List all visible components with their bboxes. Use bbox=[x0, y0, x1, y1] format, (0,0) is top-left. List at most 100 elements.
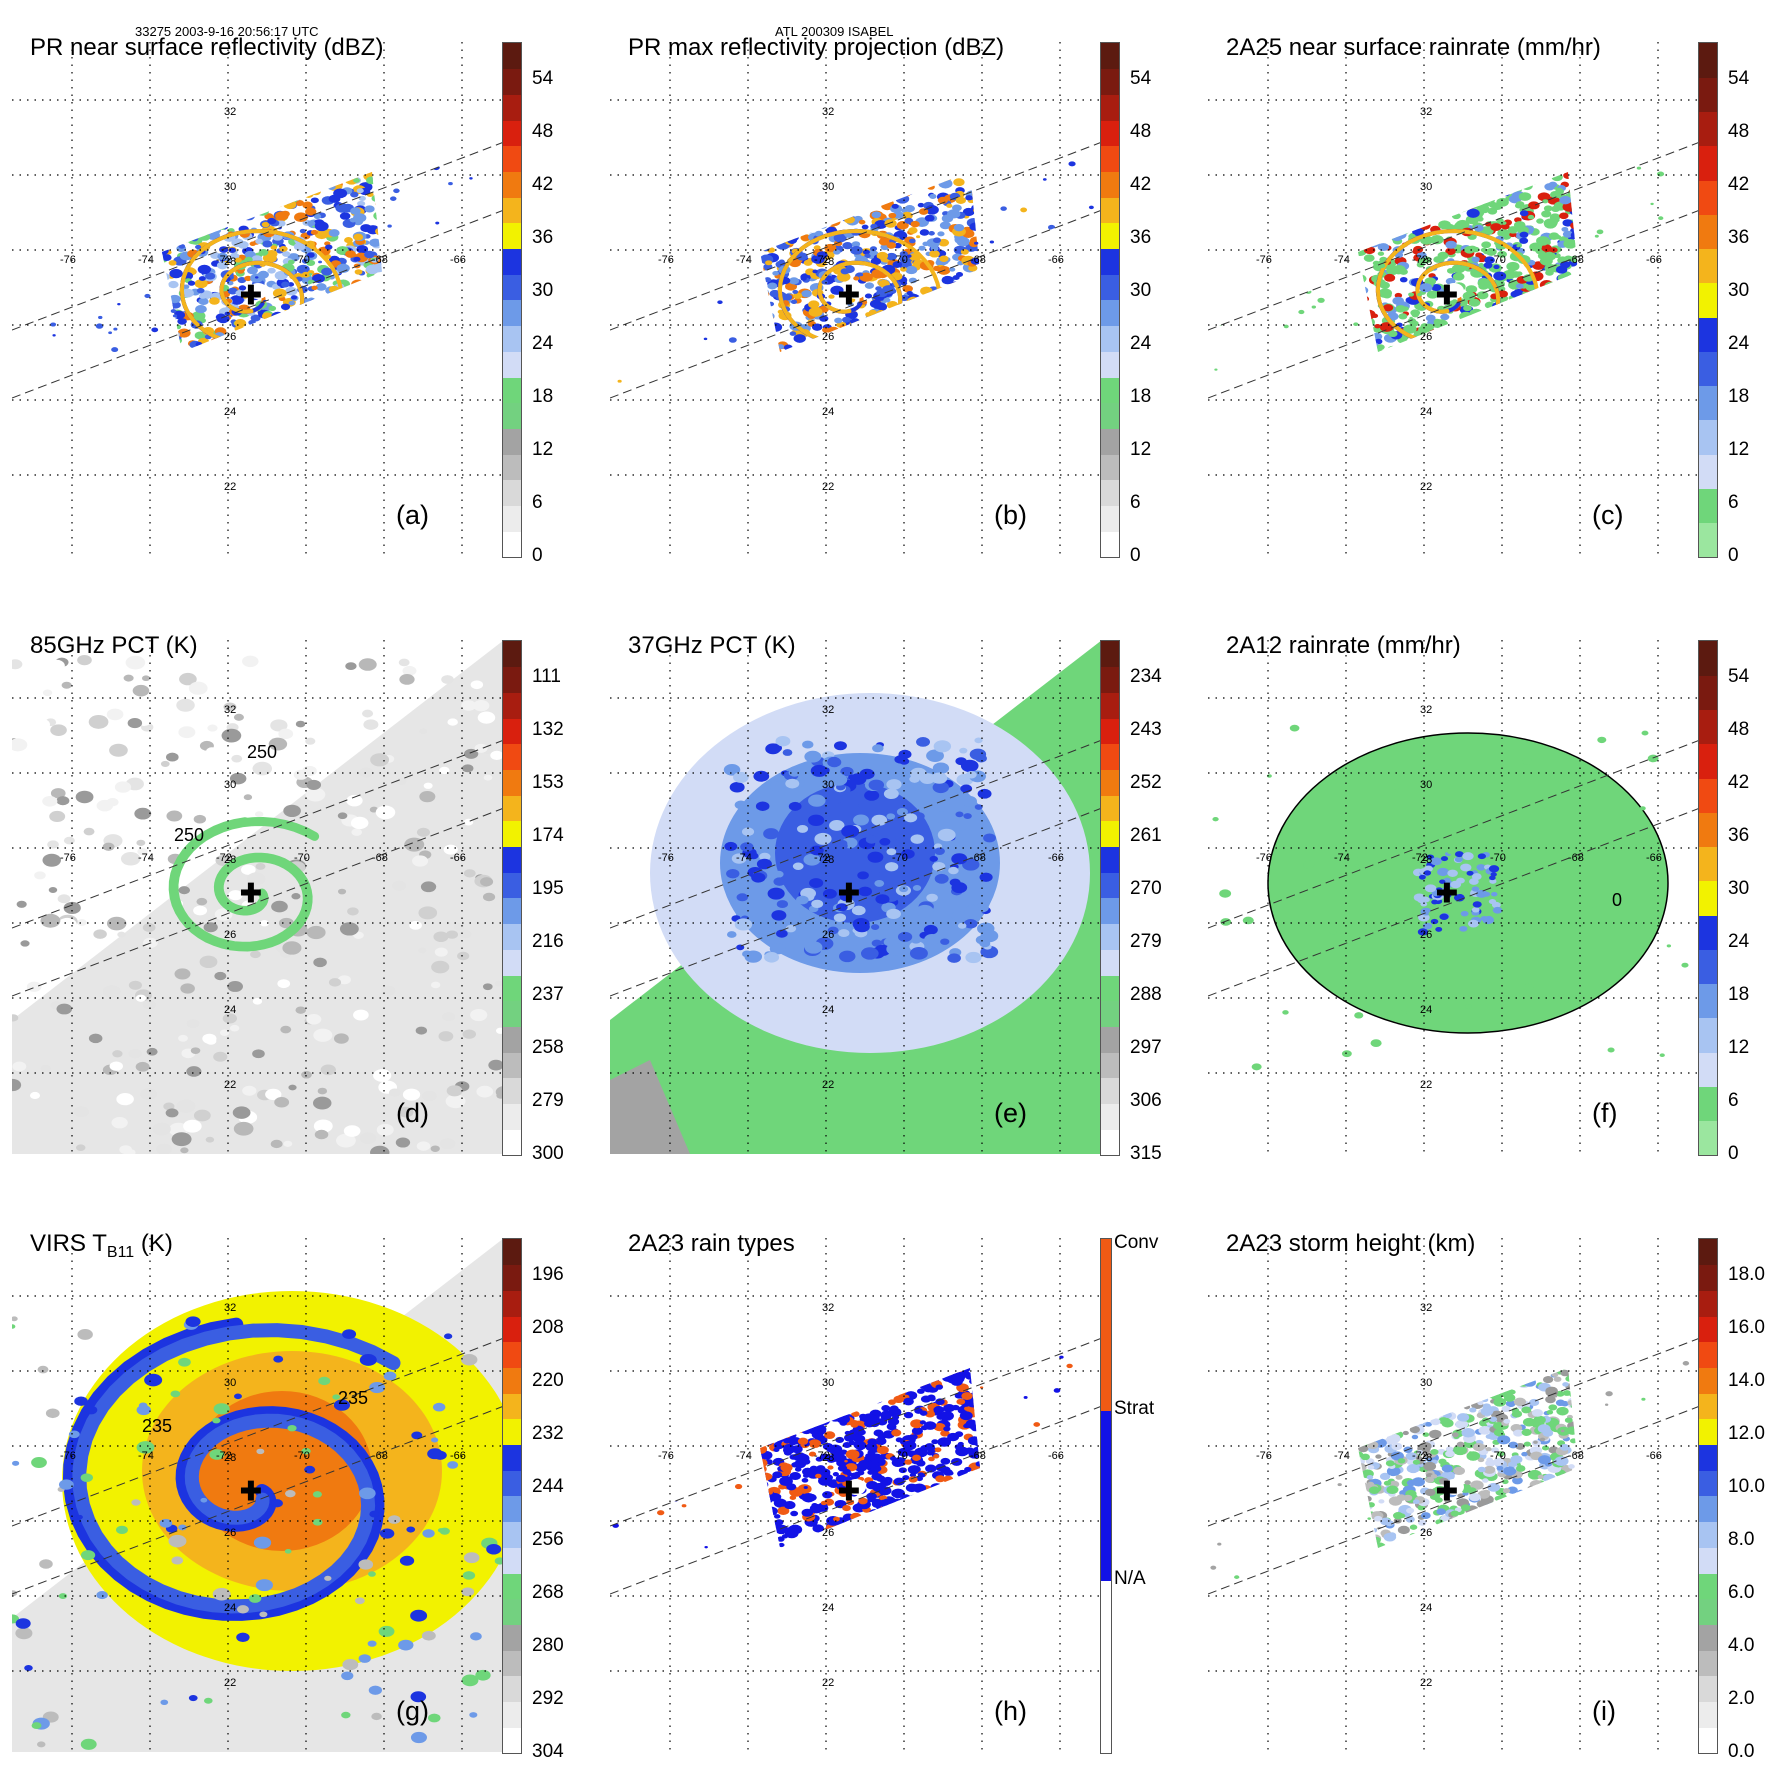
echo-cell bbox=[979, 939, 991, 948]
echo-cell bbox=[1059, 1355, 1064, 1359]
echo-cell bbox=[1558, 1489, 1568, 1496]
echo-cell bbox=[47, 840, 59, 849]
echo-cell bbox=[1485, 309, 1499, 320]
echo-cell bbox=[1621, 145, 1629, 151]
panel-b: 32 30 28 26 24 22 -76 -74 -72 -70 -68 -66 ✚ PR max re… bbox=[610, 34, 1170, 572]
echo-cell bbox=[825, 343, 835, 350]
colorbar-segment bbox=[1101, 898, 1119, 925]
echo-cell bbox=[767, 887, 785, 900]
echo-cell bbox=[830, 1408, 841, 1417]
echo-cell bbox=[1371, 313, 1379, 319]
echo-cell bbox=[290, 347, 300, 352]
echo-cell bbox=[461, 700, 477, 711]
echo-cell bbox=[1396, 1402, 1408, 1410]
echo-cell bbox=[814, 195, 824, 202]
echo-cell bbox=[1408, 172, 1423, 178]
echo-cell bbox=[899, 1531, 905, 1536]
echo-cell bbox=[962, 1502, 974, 1511]
echo-cell bbox=[909, 197, 913, 201]
echo-cell bbox=[751, 872, 766, 883]
lat-label: 22 bbox=[224, 1677, 237, 1689]
echo-cell bbox=[917, 339, 928, 347]
panel-title: VIRS TB11 (K) bbox=[30, 1230, 173, 1262]
echo-cell bbox=[367, 1640, 377, 1647]
echo-cell bbox=[242, 211, 255, 221]
colorbar-segment bbox=[1699, 317, 1717, 352]
echo-cell bbox=[297, 335, 312, 345]
colorbar-tick-label: 42 bbox=[1130, 174, 1152, 195]
echo-cell bbox=[1459, 365, 1467, 371]
echo-cell bbox=[1372, 1542, 1387, 1548]
echo-cell bbox=[729, 782, 745, 793]
echo-cell bbox=[142, 923, 156, 932]
echo-cell bbox=[800, 276, 807, 281]
echo-cell bbox=[875, 346, 889, 352]
echo-cell bbox=[224, 311, 231, 316]
echo-cell bbox=[111, 347, 119, 353]
echo-cell bbox=[1471, 187, 1481, 194]
echo-cell bbox=[918, 303, 926, 309]
echo-cell bbox=[1444, 1524, 1456, 1532]
colorbar-tick-label: 306 bbox=[1130, 1090, 1162, 1111]
echo-cell bbox=[252, 325, 266, 335]
echo-cell bbox=[1476, 864, 1486, 871]
echo-cell bbox=[742, 828, 751, 835]
echo-cell bbox=[917, 202, 925, 208]
echo-cell bbox=[146, 1047, 158, 1056]
echo-cell bbox=[1437, 144, 1441, 147]
echo-cell bbox=[1531, 1520, 1544, 1530]
echo-cell bbox=[248, 319, 256, 326]
echo-cell bbox=[1411, 1477, 1425, 1487]
panel-title: 2A23 rain types bbox=[628, 1230, 795, 1257]
echo-cell bbox=[1480, 1528, 1492, 1537]
echo-cell bbox=[211, 344, 223, 352]
echo-cell bbox=[1659, 1053, 1665, 1057]
echo-cell bbox=[1293, 382, 1301, 388]
echo-cell bbox=[857, 198, 870, 207]
colorbar-segment bbox=[1101, 1239, 1111, 1411]
echo-cell bbox=[183, 1119, 202, 1133]
echo-cell bbox=[350, 207, 361, 215]
echo-cell bbox=[661, 1358, 669, 1364]
echo-cell bbox=[885, 177, 893, 183]
colorbar-tick-label: 48 bbox=[1130, 121, 1152, 142]
echo-cell bbox=[770, 238, 778, 243]
echo-cell bbox=[234, 319, 247, 328]
echo-cell bbox=[1567, 316, 1575, 322]
echo-cell bbox=[938, 178, 953, 189]
echo-cell bbox=[309, 176, 319, 184]
echo-cell bbox=[1377, 175, 1387, 181]
echo-cell bbox=[1400, 228, 1407, 233]
echo-cell bbox=[1409, 1533, 1419, 1540]
echo-cell bbox=[270, 191, 278, 197]
echo-cell bbox=[912, 1526, 920, 1532]
echo-cell bbox=[292, 339, 300, 345]
echo-cell bbox=[1373, 211, 1381, 216]
echo-cell bbox=[359, 1354, 377, 1366]
echo-cell bbox=[423, 782, 433, 789]
echo-cell bbox=[461, 1587, 475, 1597]
echo-cell bbox=[892, 261, 903, 268]
echo-cell bbox=[482, 983, 493, 991]
echo-cell bbox=[933, 1454, 940, 1459]
echo-cell bbox=[1647, 754, 1659, 763]
echo-cell bbox=[172, 314, 178, 318]
echo-cell bbox=[787, 221, 798, 229]
echo-cell bbox=[188, 1694, 198, 1702]
echo-cell bbox=[1409, 1425, 1421, 1434]
echo-cell bbox=[1421, 212, 1435, 222]
echo-cell bbox=[50, 788, 66, 799]
echo-cell bbox=[1451, 187, 1464, 196]
echo-cell bbox=[1501, 1530, 1510, 1536]
echo-cell bbox=[868, 828, 879, 836]
echo-cell bbox=[1436, 197, 1445, 203]
lon-label: -72 bbox=[216, 852, 232, 864]
echo-cell bbox=[942, 1493, 950, 1498]
echo-cell bbox=[850, 318, 861, 326]
echo-cell bbox=[906, 1518, 918, 1527]
echo-cell bbox=[1312, 210, 1320, 216]
echo-cell bbox=[1438, 172, 1448, 179]
echo-cell bbox=[1377, 1418, 1389, 1427]
echo-cell bbox=[1414, 1394, 1423, 1400]
echo-cell bbox=[1426, 1402, 1437, 1410]
